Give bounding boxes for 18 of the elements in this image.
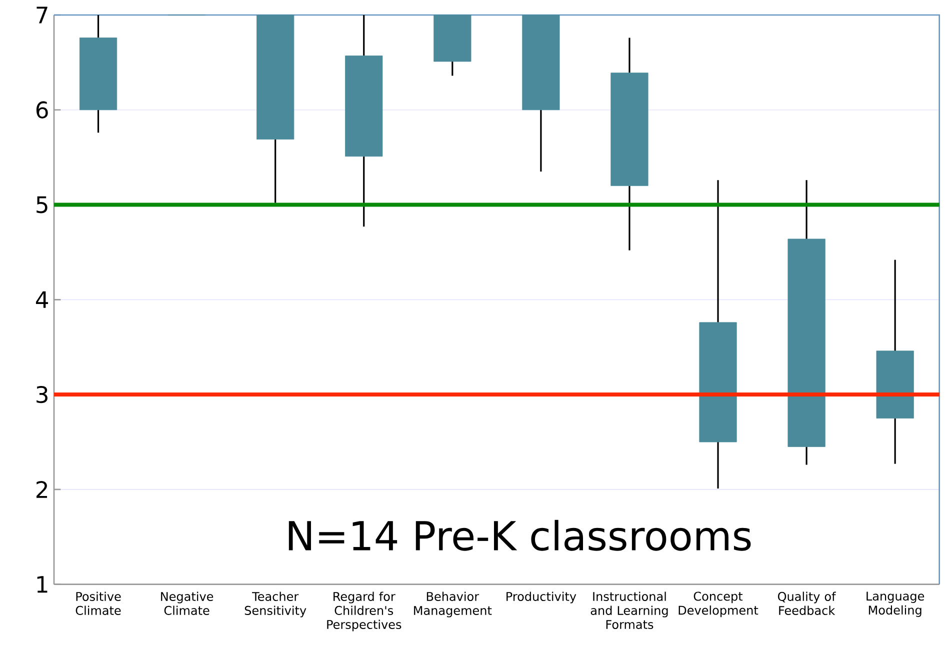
x-tick-label: Positive Climate — [76, 592, 121, 615]
x-tick-label: Language Modeling — [866, 592, 924, 617]
x-tick-label: Negative Climate — [161, 592, 214, 615]
y-tick-label: 2 — [36, 480, 48, 498]
y-tick-label: 3 — [36, 386, 48, 403]
y-tick-label: 7 — [36, 6, 48, 24]
y-tick-label: 4 — [36, 291, 48, 308]
x-tick-label: Behavior Management — [414, 592, 492, 618]
x-tick-label: Concept Development — [678, 592, 758, 617]
y-tick-label: 6 — [36, 101, 48, 118]
x-tick-label: Quality of Feedback — [778, 592, 836, 615]
annotation: N=14 Pre-K classrooms — [288, 520, 751, 551]
x-tick-label: Productivity — [506, 592, 576, 604]
x-tick-label: Instructional and Learning Formats — [590, 592, 668, 629]
y-tick-label: 1 — [37, 576, 48, 592]
x-tick-label: Regard for Children's Perspectives — [327, 592, 402, 632]
y-tick-label: 5 — [36, 196, 48, 214]
x-tick-label: Teacher Sensitivity — [244, 592, 306, 618]
